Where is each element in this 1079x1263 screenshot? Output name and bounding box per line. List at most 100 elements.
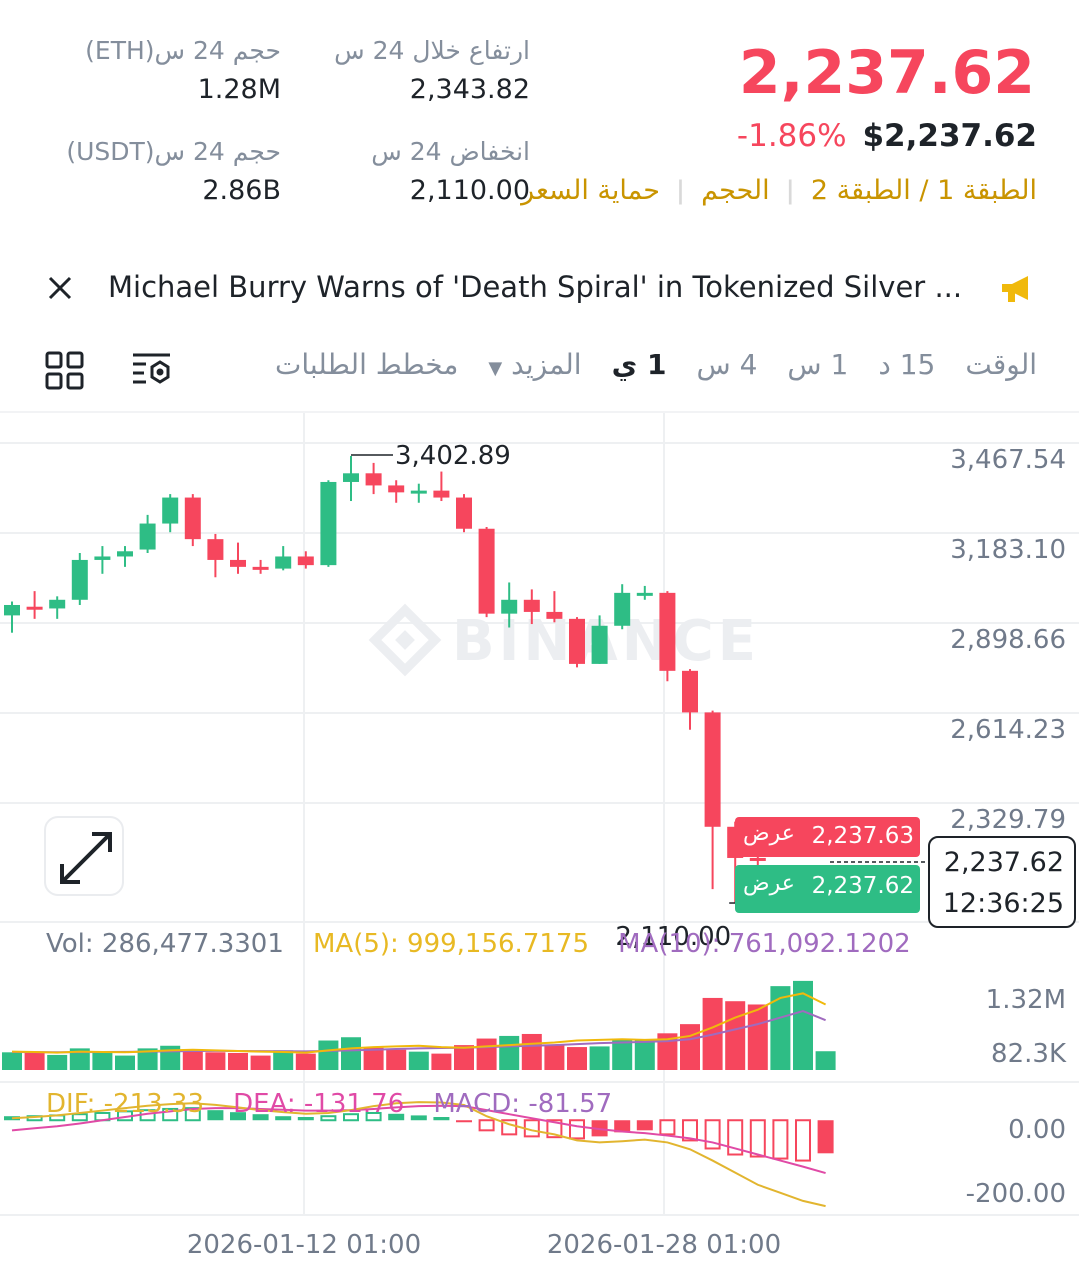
bid-price-tag: عرض 2,237.62 [735,865,920,913]
dif-line [11,1101,826,1208]
chart-settings-button[interactable] [130,350,174,390]
news-headline[interactable]: Michael Burry Warns of 'Death Spiral' in… [108,270,963,304]
macd-histogram-bar [659,1119,676,1136]
macd-histogram-bar [252,1114,269,1121]
tier2-badge[interactable]: الطبقة 2 [810,175,911,206]
tab-15m[interactable]: 15 د [878,348,936,381]
interval-tabs: الوقت 15 د 1 س 4 س 1 ي المزيد ▼ مخطط الط… [275,348,1037,381]
macd-histogram-bar [410,1115,427,1121]
chevron-down-icon: ▼ [488,358,503,379]
macd-histogram-bar [614,1120,631,1133]
news-close-button[interactable] [44,272,76,304]
watermark-logo [368,603,442,677]
volume-bar [69,1048,90,1070]
macd-histogram-bar [636,1120,653,1131]
volume-bar [431,1053,452,1070]
volume-bar [634,1039,655,1070]
candle [749,857,766,861]
grid-layout-button[interactable] [44,350,86,392]
candle [546,611,563,619]
macd-histogram-bar [320,1115,337,1122]
candle [252,566,269,570]
last-price-box: 2,237.62 12:36:25 [928,836,1076,928]
volume-bar [2,1052,22,1070]
price-axis-label: 3,467.54 [950,445,1066,475]
price-axis-label: 3,183.10 [950,535,1066,565]
volume-bar [793,980,813,1070]
price-chart[interactable]: BINANCE 3,467.543,183.102,898.662,614.23… [0,413,1079,1263]
candle [49,599,66,609]
tab-4h[interactable]: 4 س [696,348,758,381]
candle [614,592,631,626]
vol-ma10: MA(10): 761,092.1202 [618,929,911,959]
macd-histogram-bar [682,1119,698,1142]
macd-histogram-bar [207,1110,224,1121]
tier-badges: الطبقة 1 / الطبقة 2 ǀ الحجم ǀ حماية السع… [521,175,1037,206]
volume-ma5-line [11,992,827,1054]
macd-histogram-bar [162,1107,179,1122]
candle [71,559,88,600]
volume-bar [567,1047,587,1070]
tier-separator: / [919,175,929,206]
volume-bar [205,1052,226,1070]
vol-ma5: MA(5): 999,156.7175 [312,929,589,959]
close-icon [48,276,72,300]
bid-value: 2,237.62 [811,873,914,899]
volume-bar [589,1046,610,1070]
macd-histogram-bar [388,1113,405,1121]
ask-label: عرض [743,821,795,846]
vol-usdt-value: 2.86B [202,175,281,206]
tab-1h[interactable]: 1 س [787,348,849,381]
volume-bar [499,1035,520,1070]
expand-chart-button[interactable] [44,816,124,896]
candle [569,618,585,664]
ask-value: 2,237.63 [811,823,914,849]
macd-histogram-bar [230,1112,246,1121]
macd-histogram-bar [749,1119,766,1158]
macd-histogram-bar [365,1111,382,1122]
volume-axis-label: 82.3K [991,1039,1067,1069]
more-dropdown[interactable]: المزيد ▼ [488,348,581,381]
volume-axis-label: 1.32M [986,985,1066,1015]
macd-histogram-bar [772,1119,789,1160]
volume-bar [182,1049,203,1070]
macd-dif: DIF: -213.33 [46,1089,205,1119]
low-24h-label: انخفاض 24 س [371,137,530,166]
high-24h-value: 2,343.82 [409,74,530,105]
volume-bar [544,1044,565,1070]
candle [704,712,721,827]
price-protection-badge[interactable]: حماية السعر [521,175,660,206]
order-chart-tab[interactable]: مخطط الطلبات [274,348,459,381]
tab-1d[interactable]: 1 ي [611,348,667,381]
macd-value: MACD: -81.57 [433,1089,613,1119]
vol-usdt-label: حجم 24 س(USDT) [66,137,281,166]
candle [636,592,653,596]
price-axis-label: 2,898.66 [950,625,1066,655]
candle [320,481,337,566]
candle-countdown: 12:36:25 [942,888,1064,919]
volume-bar [476,1038,497,1070]
last-price-value: 2,237.62 [943,847,1064,878]
candle [388,485,405,493]
candle [162,497,179,524]
high-marker-label: 3,402.89 [395,441,511,471]
volume-bar [295,1053,316,1070]
volume-badge[interactable]: الحجم [701,175,770,206]
macd-dea: DEA: -131.76 [233,1089,405,1119]
candle [94,556,111,560]
candle [478,528,495,614]
macd-histogram-bar [817,1120,834,1154]
volume-bar [770,986,791,1070]
low-24h-value: 2,110.00 [409,175,530,206]
candle [523,599,540,612]
macd-histogram-bar [456,1120,472,1123]
chart-settings-icon [133,353,170,384]
volume-bar [657,1033,678,1070]
macd-histogram-bar [727,1119,744,1156]
volume-bar [115,1055,135,1070]
candle [26,606,43,610]
candle [659,592,676,671]
tier1-badge[interactable]: الطبقة 1 [937,175,1037,206]
macd-legend: DIF: -213.33 DEA: -131.76 MACD: -81.57 [46,1089,612,1119]
candle [4,604,20,616]
